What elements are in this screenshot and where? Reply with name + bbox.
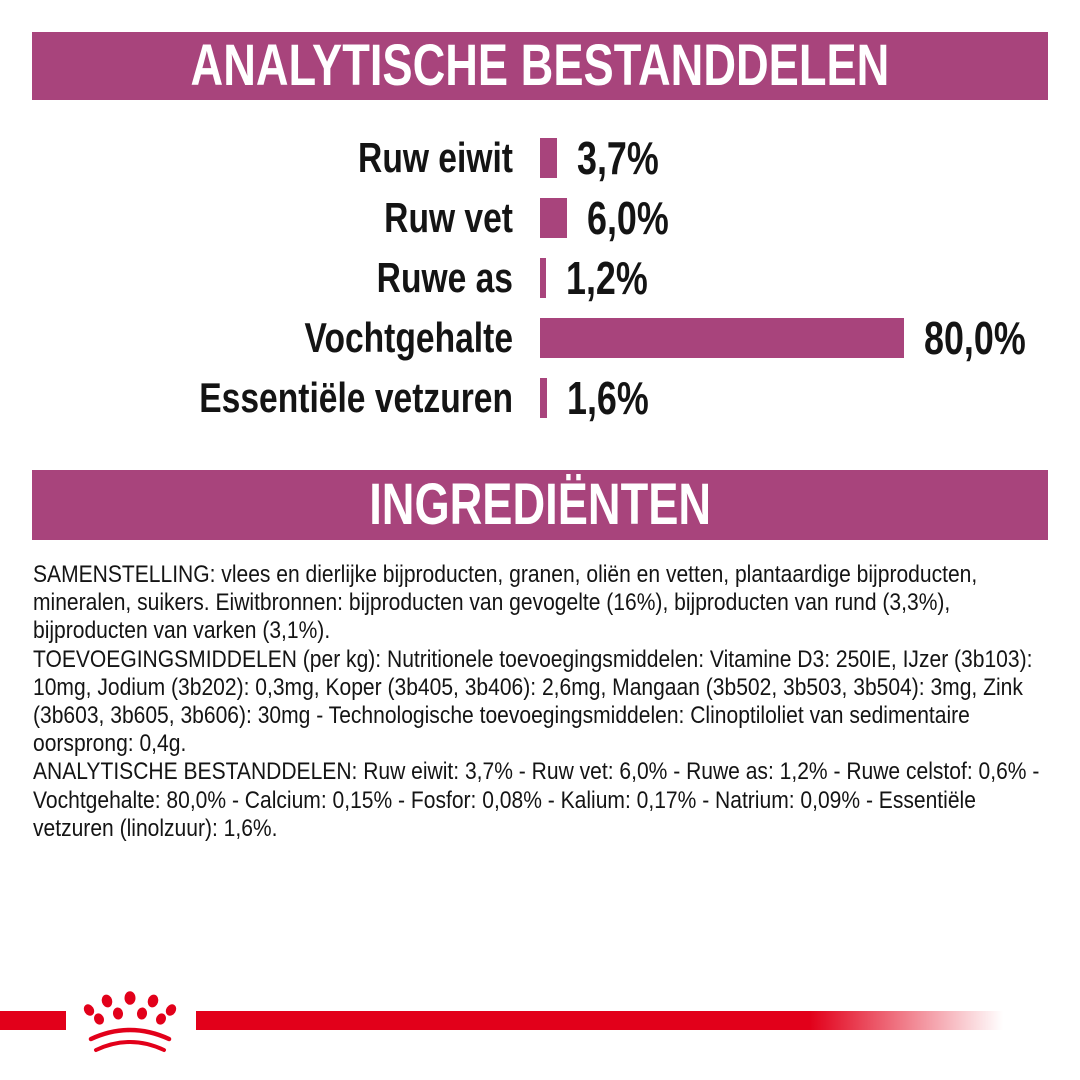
- chart-bar-value: 3,7%: [576, 132, 659, 184]
- chart-row: Vochtgehalte 80,0%: [0, 308, 1080, 368]
- chart-bar: [540, 258, 546, 298]
- chart-bar-value: 6,0%: [587, 192, 670, 244]
- chart-bar-label: Ruw vet: [384, 194, 513, 241]
- chart-bar-label: Vochtgehalte: [304, 314, 513, 361]
- ingredients-section-banner: INGREDIËNTEN: [32, 470, 1048, 540]
- ingredients-section-title: INGREDIËNTEN: [369, 472, 711, 537]
- brand-ribbon: [0, 1011, 1005, 1030]
- analytical-section-banner: ANALYTISCHE BESTANDDELEN: [32, 32, 1048, 100]
- chart-bar-track: [540, 198, 568, 238]
- chart-bar: [540, 198, 568, 238]
- chart-bar: [540, 378, 548, 418]
- chart-bar-value: 80,0%: [924, 312, 1026, 364]
- chart-bar-label: Essentiële vetzuren: [199, 374, 513, 421]
- chart-bar-track: [540, 378, 548, 418]
- composition-paragraph: SAMENSTELLING: vlees en dierlijke bijpro…: [33, 561, 978, 645]
- chart-bar-value: 1,6%: [567, 372, 650, 424]
- analytical-constituents-paragraph: ANALYTISCHE BESTANDDELEN: Ruw eiwit: 3,7…: [33, 758, 1040, 842]
- chart-row: Ruw eiwit 3,7%: [0, 128, 1080, 188]
- chart-row: Essentiële vetzuren 1,6%: [0, 368, 1080, 428]
- analytical-composition-bar-chart: Ruw eiwit 3,7% Ruw vet 6,0% Ruwe as 1,2% Vocht…: [0, 128, 1080, 428]
- chart-bar: [540, 138, 557, 178]
- ingredients-text-block: SAMENSTELLING: vlees en dierlijke bijpro…: [33, 561, 1047, 843]
- additives-paragraph: TOEVOEGINGSMIDDELEN (per kg): Nutritione…: [33, 645, 1033, 758]
- chart-row: Ruw vet 6,0%: [0, 188, 1080, 248]
- chart-bar-label: Ruwe as: [376, 254, 513, 301]
- chart-bar-value: 1,2%: [565, 252, 648, 304]
- chart-bar-label: Ruw eiwit: [358, 134, 513, 181]
- chart-bar-track: [540, 318, 904, 358]
- chart-bar: [540, 318, 904, 358]
- chart-bar-track: [540, 138, 557, 178]
- analytical-section-title: ANALYTISCHE BESTANDDELEN: [190, 33, 890, 98]
- chart-row: Ruwe as 1,2%: [0, 248, 1080, 308]
- chart-bar-track: [540, 258, 546, 298]
- royal-canin-paw-logo-icon: [83, 991, 177, 1052]
